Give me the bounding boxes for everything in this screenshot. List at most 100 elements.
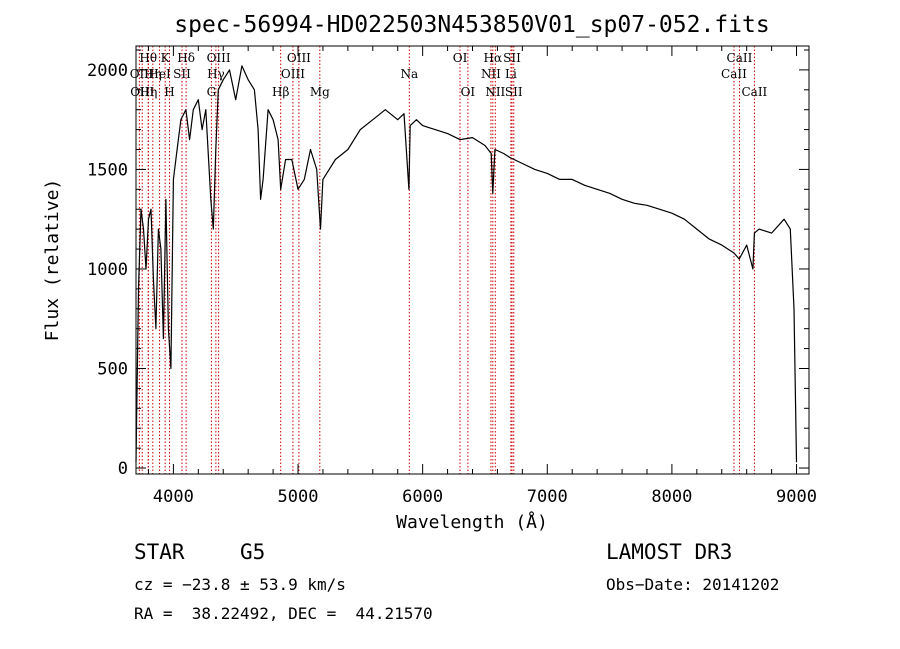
line-label: CaII <box>727 51 753 65</box>
x-tick-label: 7000 <box>527 487 568 507</box>
data-point <box>210 198 212 200</box>
data-point <box>277 139 279 141</box>
data-point <box>746 244 748 246</box>
data-point <box>659 208 660 210</box>
line-label: Hδ <box>177 51 195 65</box>
coordinates-readout: RA = 38.22492, DEC = 44.21570 <box>134 604 433 623</box>
data-point <box>372 119 374 121</box>
line-label: K <box>161 51 171 65</box>
data-point <box>262 179 264 180</box>
data-point <box>621 198 623 200</box>
survey-name: LAMOST DR3 <box>606 540 733 564</box>
data-point <box>793 308 795 310</box>
observation-date: Obs−Date: 20141202 <box>606 575 780 594</box>
data-point <box>160 248 162 250</box>
data-point <box>257 129 259 131</box>
data-point <box>447 133 448 135</box>
data-point <box>150 208 152 210</box>
line-label: OI <box>453 51 468 65</box>
data-point <box>503 153 505 154</box>
data-point <box>217 89 219 91</box>
object-subclass: G5 <box>240 540 266 564</box>
line-label: Hη <box>140 85 158 99</box>
data-point <box>316 169 318 170</box>
line-label: HeI <box>148 67 171 81</box>
data-point <box>310 149 311 150</box>
data-point <box>609 192 610 194</box>
line-label: CaII <box>741 85 767 99</box>
data-point <box>155 328 157 330</box>
x-tick-label: 9000 <box>776 487 817 507</box>
data-point <box>754 232 755 234</box>
data-point <box>235 99 237 101</box>
data-point <box>596 188 598 190</box>
data-point <box>796 461 797 463</box>
line-label: Na <box>400 67 418 81</box>
line-label: Mg <box>310 85 330 99</box>
line-label: OIII <box>287 51 311 65</box>
data-point <box>260 198 261 200</box>
data-point <box>708 238 710 240</box>
x-tick-label: 6000 <box>402 487 443 507</box>
line-label: SII <box>505 85 523 99</box>
data-point <box>384 109 386 111</box>
data-point <box>490 153 492 154</box>
data-point <box>143 228 144 230</box>
data-point <box>671 212 673 214</box>
y-tick-label: 2000 <box>87 61 128 81</box>
line-label: Hβ <box>272 85 289 99</box>
line-label: Hθ <box>139 51 157 65</box>
line-label: OIII <box>281 67 305 81</box>
data-point <box>320 228 321 230</box>
line-label: OI <box>461 85 476 99</box>
data-point <box>205 109 207 111</box>
y-axis-ticks: 0 500 1000 1500 2000 <box>87 49 809 479</box>
data-point <box>408 188 410 190</box>
line-label: NII <box>485 85 505 99</box>
line-label: SII <box>173 67 191 81</box>
data-point <box>783 218 785 220</box>
data-point <box>434 129 436 131</box>
data-point <box>584 184 586 186</box>
data-point <box>229 69 230 71</box>
data-point <box>280 188 282 190</box>
line-label: Hγ <box>207 67 225 81</box>
data-point <box>721 244 723 246</box>
data-point <box>222 79 224 81</box>
data-point <box>559 179 561 180</box>
data-point <box>247 79 249 81</box>
data-point <box>646 204 648 206</box>
spectrum-series <box>135 65 798 463</box>
x-tick-label: 5000 <box>278 487 319 507</box>
data-point <box>197 99 199 101</box>
data-point <box>571 179 573 180</box>
data-point <box>509 157 511 158</box>
x-tick-label: 4000 <box>153 487 194 507</box>
data-point <box>148 218 149 220</box>
x-tick-label: 8000 <box>651 487 692 507</box>
data-point <box>494 149 496 150</box>
redshift-readout: cz = −23.8 ± 53.9 km/s <box>134 575 346 594</box>
data-point <box>212 228 214 230</box>
series-line-0 <box>135 65 798 463</box>
data-point <box>291 159 293 160</box>
x-axis-ticks: 4000 5000 6000 7000 8000 9000 <box>147 46 817 507</box>
data-point <box>492 192 494 194</box>
data-point <box>303 179 305 180</box>
data-point <box>484 145 486 146</box>
data-point <box>297 188 299 190</box>
line-label: G <box>207 85 217 99</box>
data-point <box>416 119 417 121</box>
data-point <box>733 252 735 254</box>
line-label: CaII <box>721 67 747 81</box>
data-point <box>170 368 172 369</box>
data-point <box>403 113 405 115</box>
line-label: SII <box>503 51 521 65</box>
y-tick-label: 500 <box>97 359 128 379</box>
data-point <box>546 173 548 174</box>
data-point <box>173 179 174 180</box>
data-point <box>267 109 269 111</box>
line-label: Li <box>505 67 517 81</box>
data-point <box>185 109 187 111</box>
